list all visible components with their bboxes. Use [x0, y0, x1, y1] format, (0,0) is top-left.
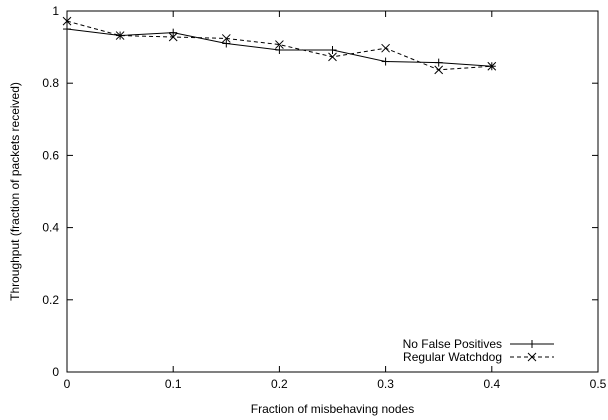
- legend-swatch-marker: [527, 352, 537, 362]
- y-tick-label: 0.2: [42, 293, 59, 307]
- y-tick-label: 0: [52, 365, 59, 379]
- x-tick-label: 0.3: [377, 377, 394, 391]
- y-tick-label: 0.8: [42, 76, 59, 90]
- data-point-marker: [487, 61, 497, 71]
- series-line: [66, 20, 492, 71]
- x-tick-label: 0.4: [483, 377, 500, 391]
- data-point-marker: [381, 43, 390, 53]
- x-tick-label: 0.2: [271, 377, 288, 391]
- data-point-marker: [115, 31, 125, 40]
- data-point-marker: [275, 40, 284, 49]
- series-1: [63, 25, 496, 71]
- data-point-marker: [221, 34, 231, 43]
- x-axis-label: Fraction of misbehaving nodes: [251, 402, 414, 416]
- series-layer: [62, 16, 497, 75]
- legend-label: Regular Watchdog: [403, 350, 502, 364]
- x-tick-label: 0.1: [165, 377, 182, 391]
- x-tick-label: 0.5: [590, 377, 607, 391]
- y-tick-label: 0.4: [42, 221, 59, 235]
- plot-frame: [66, 10, 599, 373]
- x-tick-label: 0: [64, 377, 71, 391]
- y-tick-label: 0.6: [42, 148, 59, 162]
- ticks-layer: 0 0.1 0.2 0.3 0.4 0.5 0 0.2 0.4 0.6 0.8 1: [42, 4, 606, 391]
- y-tick-label: 1: [52, 4, 59, 18]
- data-point-marker: [328, 52, 337, 62]
- data-point-marker: [434, 65, 444, 75]
- data-point-marker: [168, 32, 178, 42]
- legend-label: No False Positives: [403, 337, 502, 351]
- series-2: [62, 16, 497, 75]
- y-axis-label: Throughput (fraction of packets received…: [8, 82, 22, 301]
- data-point-marker: [62, 16, 72, 26]
